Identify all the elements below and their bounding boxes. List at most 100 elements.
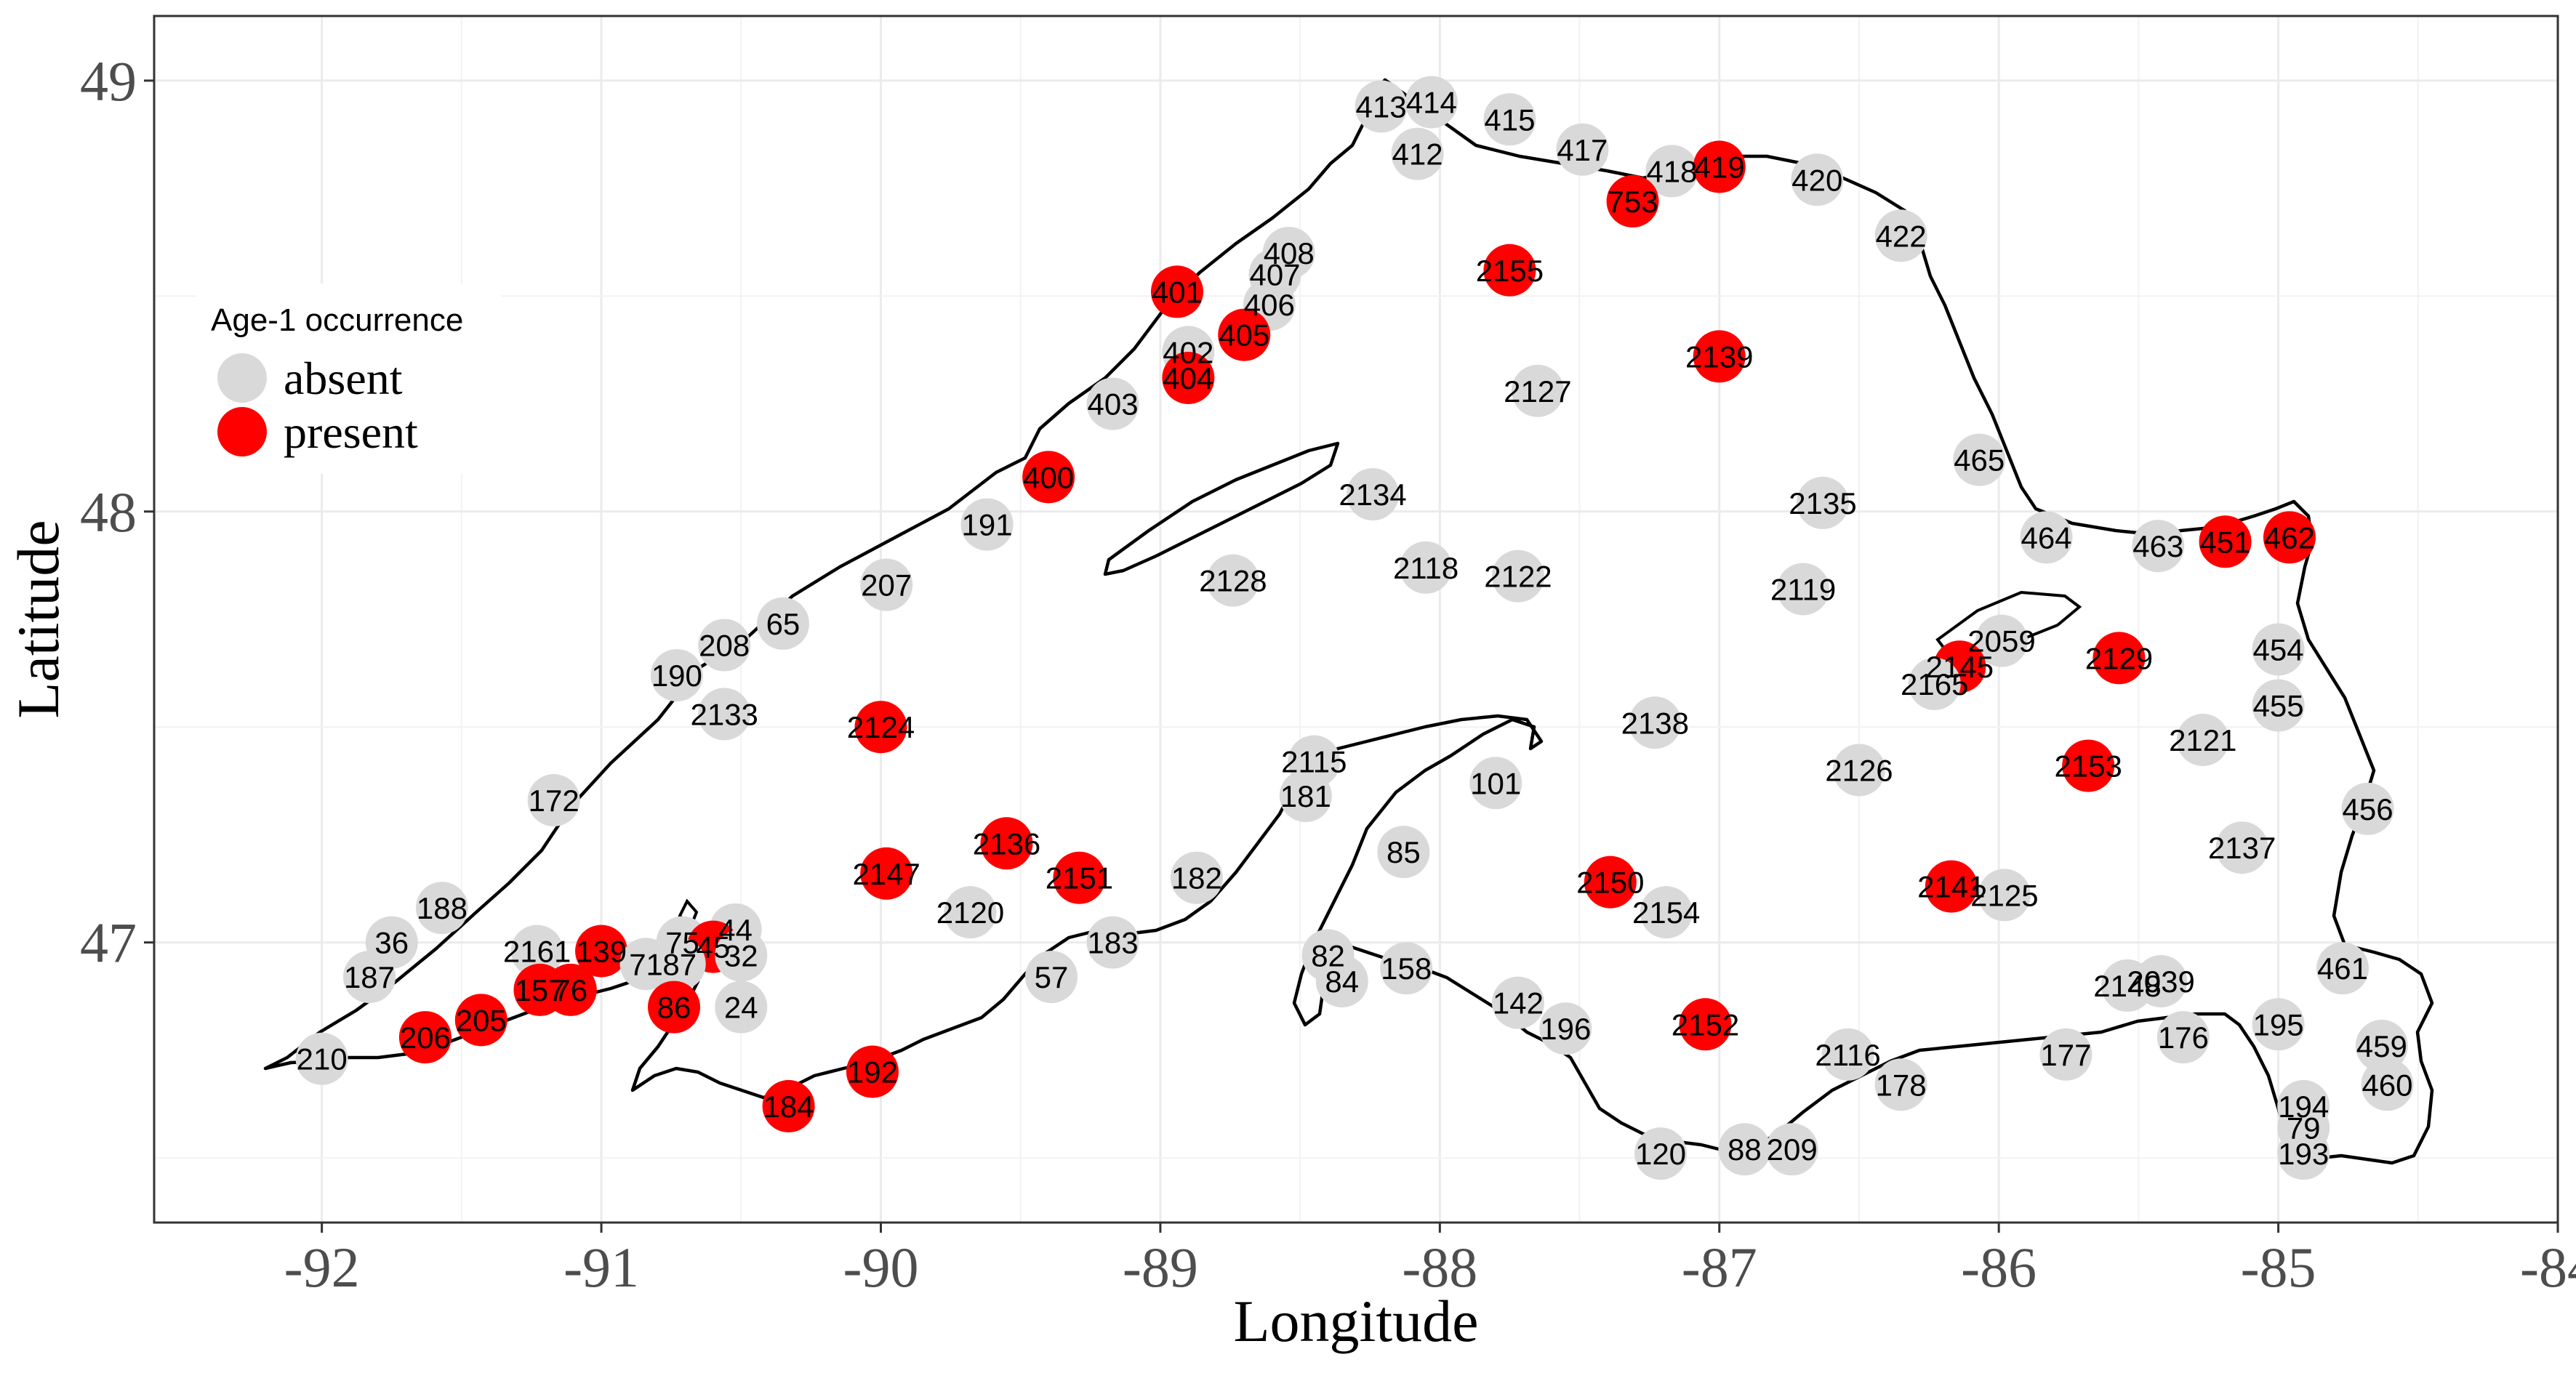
site-marker-208 bbox=[698, 619, 751, 672]
site-marker-206 bbox=[398, 1011, 452, 1064]
legend-label-absent: absent bbox=[284, 353, 403, 404]
site-label-65: 65 bbox=[766, 607, 801, 641]
site-marker-181 bbox=[1279, 770, 1332, 823]
site-label-2134: 2134 bbox=[1339, 478, 1406, 512]
site-marker-87 bbox=[653, 938, 706, 991]
legend: Age-1 occurrence absent present bbox=[196, 283, 502, 474]
site-marker-88 bbox=[1718, 1123, 1771, 1176]
site-marker-32 bbox=[715, 929, 768, 982]
site-label-192: 192 bbox=[847, 1055, 898, 1090]
site-label-205: 205 bbox=[456, 1003, 507, 1037]
site-label-2119: 2119 bbox=[1770, 573, 1836, 607]
site-marker-2138 bbox=[1629, 696, 1682, 749]
site-label-418: 418 bbox=[1646, 154, 1697, 188]
site-marker-187 bbox=[343, 951, 396, 1004]
site-label-461: 461 bbox=[2317, 951, 2368, 986]
site-label-2138: 2138 bbox=[1621, 706, 1689, 740]
site-label-404: 404 bbox=[1163, 361, 1213, 395]
site-marker-2150 bbox=[1584, 855, 1637, 909]
y-tick-label-2: 49 bbox=[80, 49, 137, 113]
site-marker-413 bbox=[1355, 80, 1408, 133]
site-label-79: 79 bbox=[2287, 1111, 2321, 1145]
site-label-413: 413 bbox=[1356, 90, 1407, 124]
site-marker-183 bbox=[1086, 916, 1139, 969]
site-label-2124: 2124 bbox=[847, 710, 915, 744]
site-label-460: 460 bbox=[2362, 1068, 2412, 1102]
site-marker-460 bbox=[2361, 1058, 2414, 1111]
site-markers bbox=[295, 76, 2414, 1180]
site-labels: 413 4144124154174184197534204224084074064… bbox=[297, 86, 2413, 1172]
site-label-2152: 2152 bbox=[1672, 1007, 1739, 1042]
site-label-402: 402 bbox=[1163, 335, 1213, 369]
site-label-84: 84 bbox=[1325, 965, 1359, 999]
site-label-85: 85 bbox=[1387, 835, 1421, 869]
site-marker-2136 bbox=[980, 817, 1033, 870]
site-label-86: 86 bbox=[657, 991, 691, 1025]
site-label-76: 76 bbox=[553, 973, 587, 1007]
site-marker-414 bbox=[1405, 76, 1458, 129]
site-marker-76 bbox=[544, 963, 597, 1016]
site-marker-455 bbox=[2252, 679, 2305, 732]
site-label-2121: 2121 bbox=[2169, 723, 2236, 757]
site-label-400: 400 bbox=[1023, 460, 1074, 494]
site-marker-2148 bbox=[2100, 959, 2154, 1012]
site-marker-2137 bbox=[2215, 821, 2268, 874]
site-label-2147: 2147 bbox=[852, 857, 920, 891]
site-label-194: 194 bbox=[2278, 1090, 2329, 1124]
site-marker-405 bbox=[1218, 308, 1271, 361]
site-label-87: 87 bbox=[662, 947, 697, 981]
x-axis-title: Longitude bbox=[1233, 1288, 1478, 1354]
site-marker-415 bbox=[1483, 93, 1536, 146]
site-label-2116: 2116 bbox=[1815, 1038, 1880, 1072]
site-marker-465 bbox=[1953, 433, 2006, 486]
site-marker-191 bbox=[960, 498, 1014, 551]
site-marker-2116 bbox=[1821, 1028, 1874, 1081]
site-label-405: 405 bbox=[1219, 318, 1269, 353]
site-label-2150: 2150 bbox=[1576, 866, 1644, 900]
site-marker-400 bbox=[1022, 451, 1075, 504]
site-marker-210 bbox=[295, 1032, 348, 1085]
x-tick-label-0: -92 bbox=[284, 1236, 360, 1299]
site-marker-454 bbox=[2252, 623, 2305, 676]
site-marker-2154 bbox=[1640, 886, 1693, 939]
site-marker-404 bbox=[1162, 352, 1215, 404]
site-label-2120: 2120 bbox=[936, 895, 1004, 930]
site-label-419: 419 bbox=[1694, 150, 1745, 185]
site-marker-417 bbox=[1556, 123, 1609, 176]
site-marker-2124 bbox=[854, 701, 907, 754]
site-marker-2121 bbox=[2176, 714, 2229, 766]
site-label-139: 139 bbox=[576, 935, 627, 969]
x-tick-label-6: -86 bbox=[1961, 1236, 2037, 1299]
site-marker-451 bbox=[2199, 515, 2252, 568]
site-marker-2139 bbox=[1693, 330, 1746, 383]
site-label-2128: 2128 bbox=[1199, 564, 1267, 598]
site-label-2059: 2059 bbox=[1967, 624, 2035, 659]
site-marker-195 bbox=[2252, 998, 2305, 1051]
site-label-463: 463 bbox=[2132, 529, 2183, 563]
site-label-210: 210 bbox=[297, 1042, 348, 1076]
site-marker-182 bbox=[1170, 851, 1223, 904]
site-marker-456 bbox=[2341, 782, 2394, 835]
site-label-415: 415 bbox=[1484, 102, 1535, 137]
site-label-209: 209 bbox=[1767, 1132, 1818, 1167]
site-marker-158 bbox=[1380, 942, 1433, 995]
site-label-464: 464 bbox=[2021, 520, 2071, 555]
site-label-24: 24 bbox=[724, 991, 758, 1025]
site-label-191: 191 bbox=[962, 508, 1013, 542]
y-tick-label-1: 48 bbox=[80, 480, 137, 544]
site-marker-2127 bbox=[1511, 364, 1564, 417]
site-label-177: 177 bbox=[2040, 1038, 2091, 1072]
site-marker-2059 bbox=[1975, 614, 2029, 667]
site-label-2154: 2154 bbox=[1632, 895, 1700, 930]
site-label-414: 414 bbox=[1406, 86, 1457, 120]
site-label-190: 190 bbox=[651, 659, 702, 693]
site-label-2125: 2125 bbox=[1970, 878, 2038, 912]
site-marker-403 bbox=[1086, 377, 1139, 430]
site-label-412: 412 bbox=[1392, 137, 1443, 172]
site-label-57: 57 bbox=[1035, 960, 1069, 994]
site-label-753: 753 bbox=[1608, 185, 1658, 219]
site-label-44: 44 bbox=[718, 913, 753, 947]
x-tick-label-5: -87 bbox=[1682, 1236, 1757, 1299]
site-label-456: 456 bbox=[2343, 792, 2394, 826]
site-marker-178 bbox=[1874, 1058, 1927, 1111]
